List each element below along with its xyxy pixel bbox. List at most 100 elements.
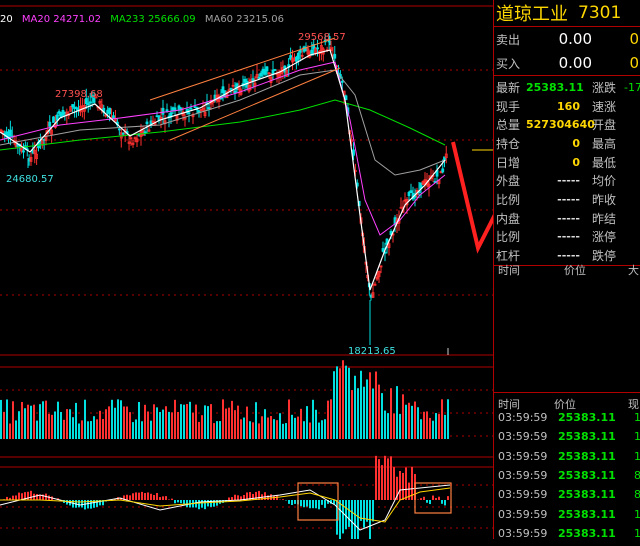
legend-ma60: MA60 23215.06 [205, 14, 284, 25]
macd-bar [435, 498, 437, 500]
tick-price: 25383.11 [558, 527, 616, 540]
macd-bar [153, 495, 155, 500]
macd-bar [375, 456, 377, 500]
macd-bar [309, 500, 311, 508]
volume-bar [228, 408, 230, 439]
stat-row: 内盘-----昨结 [494, 209, 640, 228]
macd-bar [312, 500, 314, 508]
stat-value: ----- [526, 230, 580, 243]
stat-value: ----- [526, 249, 580, 262]
volume-bar [438, 414, 440, 439]
macd-bar [159, 497, 161, 500]
stat-row: 外盘-----均价 [494, 171, 640, 190]
stat-label-right: 昨结 [580, 210, 624, 227]
volume-bar [180, 404, 182, 439]
volume-bar [114, 408, 116, 439]
quote-stats: 最新25383.11涨跌-17..现手160速涨总量527304640开盘持仓0… [494, 76, 640, 266]
label-high-27398: 27398.68 [55, 89, 103, 100]
stat-label: 外盘 [494, 172, 526, 189]
volume-bar [87, 421, 89, 439]
macd-bar [78, 500, 80, 507]
volume-bar [444, 415, 446, 439]
volume-bar [375, 372, 377, 439]
macd-bar [231, 497, 233, 500]
macd-bar [351, 500, 353, 539]
candle-body [49, 122, 51, 126]
volume-bar [330, 399, 332, 439]
stat-row: 比例-----昨收 [494, 190, 640, 209]
volume-bar [372, 389, 374, 439]
volume-bar [357, 388, 359, 439]
macd-bar [429, 500, 431, 504]
stat-value: ----- [526, 193, 580, 206]
macd-bar [168, 499, 170, 500]
buy-volume: 0 [592, 54, 640, 72]
candle-body [109, 108, 111, 114]
macd-bar [291, 500, 293, 505]
stat-label-right: 最高 [580, 135, 624, 152]
volume-bar [291, 415, 293, 439]
volume-bar [237, 406, 239, 439]
macd-bar [393, 467, 395, 500]
stat-label: 现手 [494, 98, 526, 115]
macd-bar [201, 500, 203, 508]
volume-bar [249, 421, 251, 439]
stat-label-right: 开盘 [580, 116, 624, 133]
label-low-18213: 18213.65 [348, 346, 396, 357]
macd-bar [441, 500, 443, 504]
volume-bar [60, 412, 62, 439]
candle-body [382, 248, 384, 251]
macd-bar [366, 500, 368, 522]
macd-bar [30, 491, 32, 500]
candle-body [208, 108, 210, 109]
tick-time: 03:59:59 [498, 527, 547, 540]
volume-bar [150, 421, 152, 439]
volume-bar [351, 390, 353, 439]
volume-bar [393, 413, 395, 439]
volume-bar [441, 399, 443, 439]
volume-bar [33, 405, 35, 439]
volume-bar [168, 412, 170, 439]
stat-label: 比例 [494, 228, 526, 245]
volume-bar [369, 372, 371, 439]
volume-bar [120, 400, 122, 439]
candle-body [334, 54, 336, 58]
macd-bar [177, 500, 179, 502]
macd-bar [141, 492, 143, 500]
volume-bar [378, 385, 380, 439]
volume-bar [96, 419, 98, 439]
macd-bar [126, 495, 128, 500]
volume-bar [336, 366, 338, 439]
volume-bar [138, 402, 140, 439]
volume-bar [273, 419, 275, 439]
macd-bar [12, 496, 14, 500]
tick-header-price: 价位 [554, 396, 576, 412]
volume-bar [414, 402, 416, 439]
macd-bar [207, 500, 209, 506]
volume-bar [399, 414, 401, 439]
macd-bar [129, 495, 131, 500]
mini-header-price: 价位 [564, 262, 586, 278]
volume-bar [315, 410, 317, 439]
instrument-title: 道琼工业 7301 [494, 0, 640, 27]
volume-bar [246, 407, 248, 439]
stat-value: 0 [526, 137, 580, 150]
macd-bar [303, 500, 305, 507]
volume-bar [363, 387, 365, 439]
stat-value: 160 [526, 100, 580, 113]
sell-label: 卖出 [494, 31, 548, 48]
candle-body [162, 108, 164, 114]
candle-body [317, 48, 319, 49]
